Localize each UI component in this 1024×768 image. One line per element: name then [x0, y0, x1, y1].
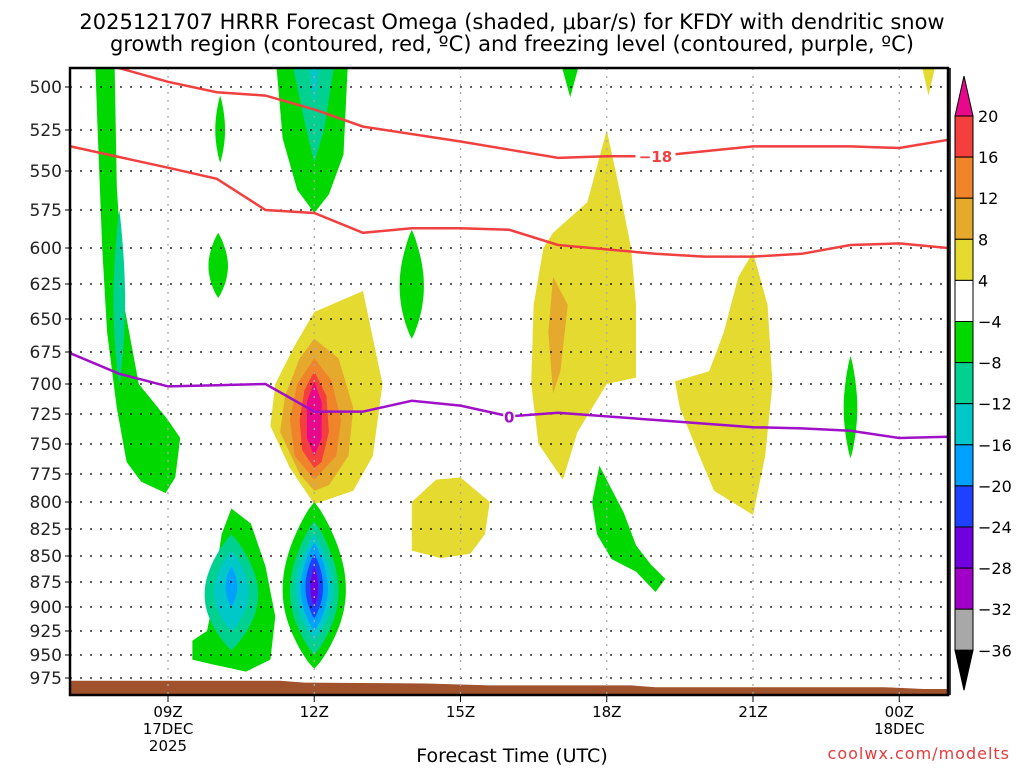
- x-tick-label: 15Z: [446, 703, 475, 721]
- y-tick-label: 575: [30, 201, 62, 221]
- colorbar-bin: [954, 485, 974, 528]
- y-tick-label: 800: [30, 493, 62, 513]
- x-tick-label: 21Z: [738, 703, 767, 721]
- omega-region-lower-11z-blue: [225, 566, 238, 607]
- grid-lines: [70, 68, 948, 695]
- y-tick-label: 625: [30, 275, 62, 295]
- colorbar-bin: [954, 115, 974, 158]
- colorbar-bin: [954, 362, 974, 405]
- omega-region-early-teal: [113, 210, 126, 384]
- x-axis-label: Forecast Time (UTC): [416, 745, 608, 767]
- omega-region-upper-teal: [293, 68, 334, 163]
- colorbar-bin: [954, 156, 974, 199]
- y-tick-label: 900: [30, 598, 62, 618]
- colorbar-label: 16: [978, 148, 998, 167]
- colorbar-label: −32: [978, 600, 1012, 619]
- contour-lines: −18 0: [70, 68, 948, 440]
- y-tick-label: 750: [30, 435, 62, 455]
- y-tick-label: 925: [30, 622, 62, 642]
- omega-region-lower-13z-purple: [310, 566, 319, 607]
- y-tick-label: 550: [30, 162, 62, 182]
- ground-fill: [70, 680, 948, 695]
- colorbar-bin: [954, 608, 974, 651]
- omega-shading: [95, 68, 935, 672]
- colorbar-label: 12: [978, 189, 998, 208]
- colorbar-bin: [954, 403, 974, 446]
- y-tick-label: 950: [30, 646, 62, 666]
- colorbar-label: −20: [978, 477, 1012, 496]
- colorbar: 20 16 12 8 4 −4 −8 −12 −16 −20 −24 −28 −32 −36: [949, 68, 1012, 695]
- contour-dgz-upper: [114, 68, 948, 160]
- omega-region-23z-green: [843, 355, 858, 459]
- axes: 500 525 550 575 600 625 650 675 700 725 750 775 800 8…: [30, 66, 950, 755]
- omega-region-small-green-2: [208, 232, 228, 298]
- colorbar-label: −8: [978, 354, 1002, 373]
- x-tick-label: 00Z: [885, 703, 914, 721]
- y-tick-label: 675: [30, 343, 62, 363]
- colorbar-bin: [954, 279, 974, 322]
- x-tick-label: 17DEC: [143, 720, 194, 738]
- ground-terrain: [70, 680, 948, 695]
- y-tick-label: 975: [30, 669, 62, 689]
- x-tick-label: 18Z: [592, 703, 621, 721]
- plot-frame: [68, 66, 950, 697]
- y-tick-label: 850: [30, 547, 62, 567]
- y-tick-label: 825: [30, 520, 62, 540]
- colorbar-bin: [954, 238, 974, 281]
- colorbar-bin: [954, 197, 974, 240]
- x-tick-label: 12Z: [300, 703, 329, 721]
- y-tick-label: 500: [30, 78, 62, 98]
- colorbar-label: −16: [978, 436, 1012, 455]
- colorbar-arrow-bottom: [954, 649, 974, 691]
- omega-region-early-green: [95, 68, 181, 493]
- chart-title-line-1: 2025121707 HRRR Forecast Omega (shaded, …: [79, 10, 945, 34]
- colorbar-label: 8: [978, 230, 988, 249]
- contour-label-dgz-upper: −18: [639, 148, 672, 166]
- colorbar-bin: [954, 526, 974, 569]
- contour-label-bg: [635, 147, 676, 166]
- colorbar-bin: [954, 567, 974, 610]
- omega-region-small-green-1: [215, 95, 225, 163]
- omega-region-18z-gold: [548, 276, 568, 394]
- colorbar-label: −36: [978, 641, 1012, 660]
- x-tick-label: 2025: [149, 737, 187, 755]
- x-tick-label: 09Z: [153, 703, 182, 721]
- colorbar-label: −24: [978, 518, 1012, 537]
- colorbar-bin: [954, 321, 974, 364]
- y-tick-label: 525: [30, 121, 62, 141]
- omega-region-15z-yellow: [411, 477, 490, 559]
- omega-region-18z-yellow: [531, 130, 636, 480]
- y-tick-label: 725: [30, 405, 62, 425]
- colorbar-label: −12: [978, 395, 1012, 414]
- contour-label-freezing: 0: [504, 408, 514, 426]
- colorbar-arrow-top: [954, 75, 974, 117]
- colorbar-label: −28: [978, 559, 1012, 578]
- x-tick-label: 18DEC: [874, 720, 925, 738]
- omega-region-upper-cyan: [309, 68, 320, 105]
- omega-region-top-green: [562, 68, 579, 98]
- y-tick-label: 650: [30, 310, 62, 330]
- y-tick-label: 600: [30, 239, 62, 259]
- colorbar-bin: [954, 444, 974, 487]
- omega-region-top-yellow: [922, 68, 935, 96]
- chart-title-line-2: growth region (contoured, red, ºC) and f…: [110, 32, 914, 56]
- omega-region-21z-yellow: [675, 252, 773, 516]
- contour-dgz-lower: [70, 145, 948, 258]
- contour-label-bg: [503, 407, 516, 426]
- y-tick-label: 875: [30, 573, 62, 593]
- omega-region-18z-green: [592, 465, 666, 592]
- colorbar-label: 20: [978, 107, 998, 126]
- y-tick-label: 700: [30, 375, 62, 395]
- colorbar-label: 4: [978, 271, 988, 290]
- watermark-link[interactable]: coolwx.com/modelts: [827, 744, 1010, 763]
- y-tick-label: 775: [30, 465, 62, 485]
- omega-region-core-magenta: [306, 381, 322, 456]
- colorbar-label: −4: [978, 313, 1002, 332]
